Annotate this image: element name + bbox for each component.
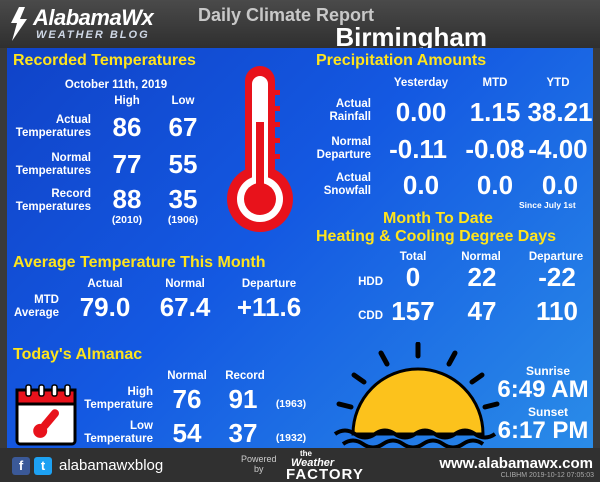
degree-days-title-1: Month To Date (383, 210, 493, 227)
sunrise-label: Sunrise (525, 364, 570, 378)
snow-mtd: 0.0 (476, 170, 514, 200)
precip-title: Precipitation Amounts (316, 52, 487, 69)
lightning-bolt-icon (11, 7, 27, 41)
alm-high-normal: 76 (172, 384, 202, 414)
col-yesterday: Yesterday (393, 77, 449, 89)
col-alm-record: Record (225, 370, 265, 382)
hdd-normal: 22 (467, 262, 497, 292)
factory-logo-name: FACTORY (286, 466, 364, 482)
col-avg-departure: Departure (241, 278, 297, 290)
actual-temps-label: Actual Temperatures (15, 114, 91, 139)
sunrise-sun-icon (333, 342, 500, 448)
avg-temp-title: Average Temperature This Month (13, 254, 266, 271)
cdd-label: CDD (358, 310, 383, 322)
avg-normal: 67.4 (159, 292, 211, 322)
avg-actual: 79.0 (79, 292, 131, 322)
record-low-year: (1906) (167, 214, 199, 226)
avg-departure: +11.6 (236, 292, 302, 322)
cdd-normal: 47 (467, 296, 497, 326)
hdd-total: 0 (405, 262, 421, 292)
alm-low-record-year: (1932) (275, 432, 307, 444)
recorded-temps-title: Recorded Temperatures (13, 52, 196, 69)
product-stamp: CLIBHM 2019-10-12 07:05:03 (500, 472, 594, 479)
alm-high-label: High Temperature (84, 386, 153, 411)
header-bar: AlabamaWx WEATHER BLOG Daily Climate Rep… (0, 0, 600, 52)
dep-ytd: -4.00 (528, 134, 588, 164)
report-title: Daily Climate Report (198, 5, 375, 25)
actual-high: 86 (112, 112, 142, 142)
alm-high-record-year: (1963) (275, 398, 307, 410)
col-mtd: MTD (482, 77, 508, 89)
degree-days-title-2: Heating & Cooling Degree Days (316, 228, 557, 245)
alm-high-record: 91 (228, 384, 258, 414)
normal-high: 77 (112, 149, 142, 179)
since-july-note: Since July 1st (519, 200, 576, 210)
col-alm-normal: Normal (167, 370, 207, 382)
record-high: 88 (112, 184, 142, 214)
snow-yesterday: 0.0 (402, 170, 440, 200)
factory-logo-the: the (300, 449, 312, 458)
city-name: Birmingham (335, 22, 487, 52)
normal-temps-label: Normal Temperatures (15, 152, 91, 177)
normal-low: 55 (168, 149, 198, 179)
col-dd-departure: Departure (528, 251, 584, 263)
rain-yesterday: 0.00 (395, 97, 447, 127)
col-ytd: YTD (546, 77, 570, 89)
sunset-time: 6:17 PM (497, 417, 589, 444)
facebook-icon[interactable]: f (12, 457, 30, 475)
logo-title: AlabamaWx (33, 5, 154, 30)
record-temps-label: Record Temperatures (15, 188, 91, 213)
mtd-average-label: MTD Average (14, 294, 59, 319)
col-avg-normal: Normal (165, 278, 205, 290)
factory-logo-weather: Weather (291, 457, 335, 469)
alm-low-normal: 54 (172, 418, 202, 448)
almanac-title: Today's Almanac (13, 346, 143, 363)
climate-report-panel: Recorded Temperatures October 11th, 2019… (7, 48, 593, 448)
rain-ytd: 38.21 (527, 97, 593, 127)
powered-by-text: Powered by (241, 454, 277, 474)
col-dd-normal: Normal (461, 251, 501, 263)
alm-low-label: Low Temperature (84, 420, 153, 445)
record-high-year: (2010) (111, 214, 143, 226)
col-total: Total (399, 251, 427, 263)
thermometer-icon (227, 66, 293, 232)
report-date: October 11th, 2019 (64, 79, 168, 91)
dep-yesterday: -0.11 (389, 134, 447, 164)
footer-bar: f t alabamawxblog Powered by the Weather … (0, 448, 600, 482)
rainfall-label: Actual Rainfall (329, 98, 371, 123)
sunset-label: Sunset (527, 405, 568, 419)
col-avg-actual: Actual (87, 278, 123, 290)
logo-subtitle: WEATHER BLOG (36, 29, 150, 41)
actual-low: 67 (168, 112, 198, 142)
hdd-label: HDD (358, 276, 383, 288)
rain-mtd: 1.15 (469, 97, 521, 127)
col-high: High (114, 95, 140, 107)
social-handle[interactable]: alabamawxblog (59, 457, 164, 474)
cdd-departure: 110 (536, 296, 578, 326)
snowfall-label: Actual Snowfall (323, 172, 371, 197)
snow-ytd: 0.0 (541, 170, 579, 200)
departure-label: Normal Departure (316, 136, 371, 161)
hdd-departure: -22 (538, 262, 576, 292)
calendar-thermometer-icon (15, 384, 77, 446)
record-low: 35 (168, 184, 198, 214)
cdd-total: 157 (391, 296, 435, 326)
sunrise-time: 6:49 AM (497, 376, 589, 403)
website-link[interactable]: www.alabamawx.com (439, 455, 593, 472)
dep-mtd: -0.08 (465, 134, 525, 164)
col-low: Low (171, 95, 195, 107)
twitter-icon[interactable]: t (34, 457, 52, 475)
alm-low-record: 37 (228, 418, 258, 448)
